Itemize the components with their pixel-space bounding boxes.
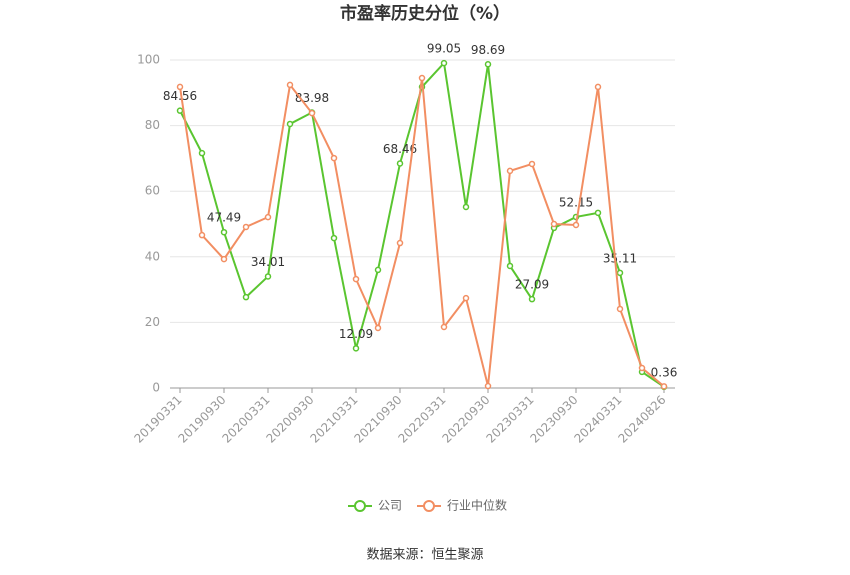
legend-marker [423,500,435,512]
point [594,209,602,217]
y-tick-label: 80 [145,118,160,132]
point [374,266,382,274]
point [660,383,668,390]
y-tick-label: 20 [145,315,160,329]
legend-label: 公司 [378,499,402,513]
y-tick-label: 0 [152,381,160,395]
point [616,305,624,313]
point [176,83,184,91]
point [352,345,360,352]
point [198,149,206,157]
data-label: 98.69 [471,43,505,57]
point [220,255,228,263]
y-tick-label: 100 [137,53,160,67]
point [484,61,492,68]
point [528,295,536,303]
point [176,107,184,114]
x-tick-label: 20240826 [616,393,669,446]
data-label: 47.49 [207,211,241,225]
point [594,83,602,91]
point [264,213,272,221]
data-label: 12.09 [339,327,373,341]
data-label: 52.15 [559,195,593,209]
data-label: 35.11 [603,251,637,265]
point [330,154,338,162]
point [286,81,294,89]
y-tick-label: 40 [145,249,160,263]
source: 数据来源：恒生聚源 [366,548,483,563]
point [462,294,470,302]
series-line [179,77,665,388]
point [528,160,536,168]
point [242,293,250,301]
point [484,382,492,390]
point [462,203,470,211]
point [242,223,250,231]
point [440,59,448,67]
point [572,221,580,229]
point [616,269,624,277]
chart-title: 市盈率历史分位（%） [340,3,510,24]
data-label: 68.46 [383,142,417,156]
point [506,167,514,175]
data-label: 99.05 [427,42,461,56]
point [330,234,338,242]
point [418,74,426,82]
point [286,120,294,128]
point [198,231,206,239]
data-label: 0.36 [651,365,678,379]
point [396,160,404,167]
point [264,273,272,280]
point [638,364,646,372]
y-tick-label: 60 [145,184,160,198]
point [374,324,382,332]
point [506,262,514,270]
point [550,220,558,228]
data-label: 84.56 [163,89,197,103]
data-label: 27.09 [515,278,549,292]
point [352,275,360,283]
legend-marker [354,500,366,512]
point [396,239,404,247]
point [308,109,316,117]
data-label: 34.01 [251,255,285,269]
point [440,323,448,331]
legend-label: 行业中位数 [447,498,507,513]
point [220,228,228,236]
